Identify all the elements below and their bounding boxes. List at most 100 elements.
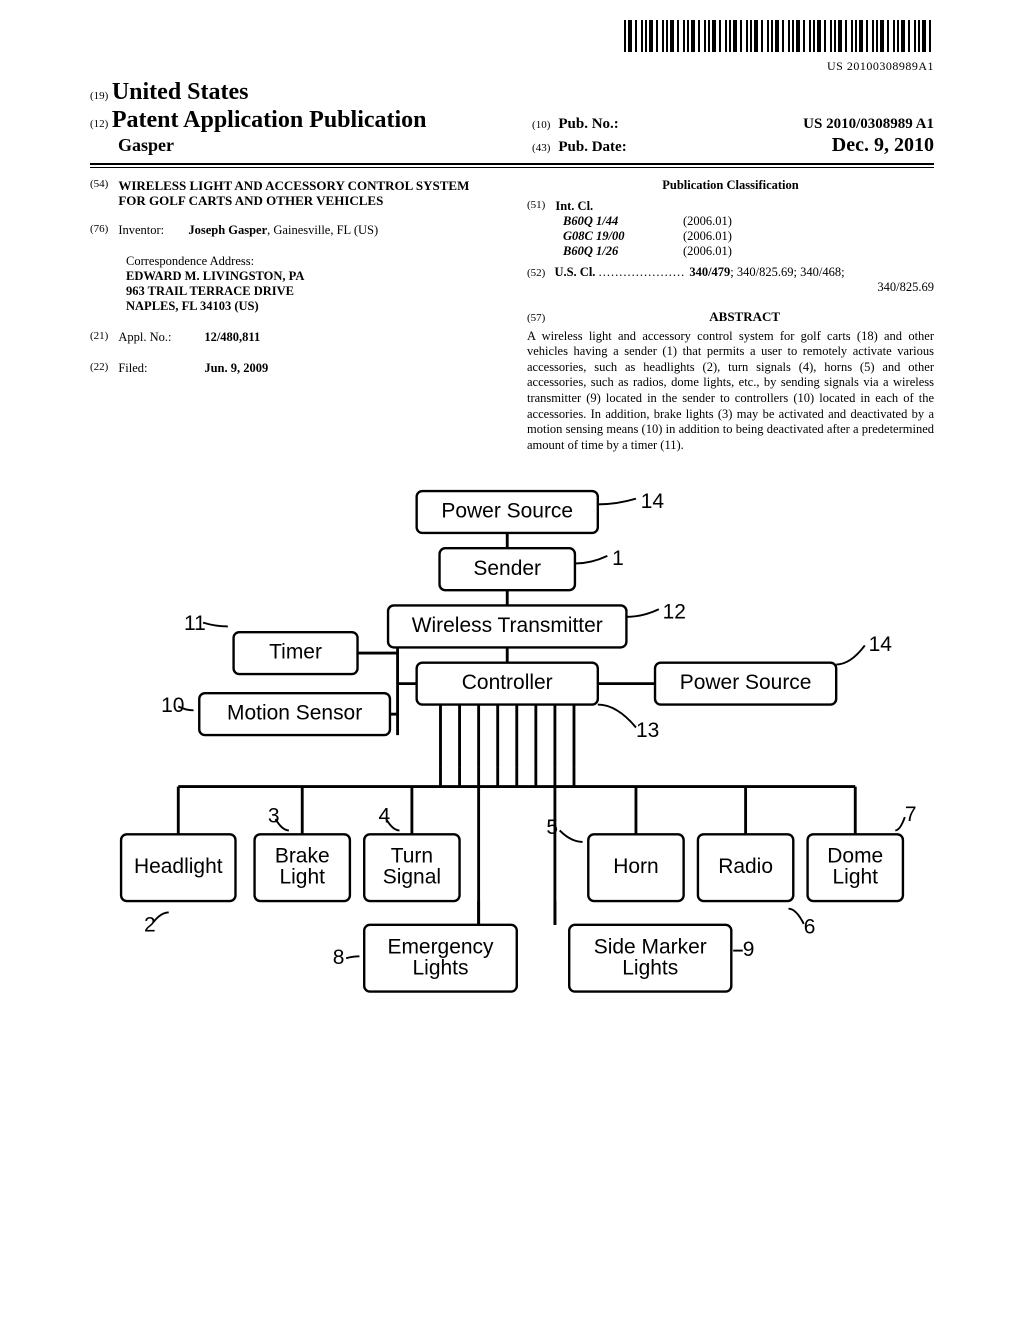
intcl-ver: (2006.01) [683,244,732,259]
pubclass-heading: Publication Classification [527,178,934,193]
field-title: (54) WIRELESS LIGHT AND ACCESSORY CONTRO… [90,178,497,209]
pubdate-row: (43) Pub. Date: Dec. 9, 2010 [532,133,934,157]
pub-type-line: (12) Patent Application Publication [90,106,512,135]
right-column: Publication Classification (51) Int. Cl.… [527,178,934,454]
svg-text:Power Source: Power Source [441,499,573,522]
intcl-ver: (2006.01) [683,229,732,244]
diagram: Power Source Sender Wireless Transmitter Ti… [90,478,934,1038]
svg-text:Motion Sensor: Motion Sensor [227,701,362,724]
svg-text:10: 10 [161,694,184,717]
svg-text:13: 13 [636,718,659,741]
barcode-text: US 20100308989A1 [90,59,934,73]
abstract-heading: ABSTRACT [555,309,934,325]
svg-text:6: 6 [804,915,816,938]
uscl-dots: ..................... [599,265,690,279]
svg-text:Wireless Transmitter: Wireless Transmitter [412,614,603,637]
uscl-label: U.S. Cl. [554,265,595,279]
body-columns: (54) WIRELESS LIGHT AND ACCESSORY CONTRO… [90,178,934,454]
pubdate-prefix: (43) [532,142,550,155]
intcl-item: B60Q 1/26 (2006.01) [563,244,934,259]
pubno-value: US 2010/0308989 A1 [803,115,934,133]
svg-text:Dome: Dome [827,844,883,867]
pub-prefix: (12) [90,118,108,130]
svg-text:5: 5 [546,816,558,839]
barcode-graphic [624,20,934,52]
n76: (76) [90,223,108,238]
n54: (54) [90,178,108,209]
inventor-last: Gasper [118,135,174,155]
uscl-line2: 340/825.69 [527,280,934,295]
n57: (57) [527,312,545,325]
inventor-last-line: Gasper [90,135,512,157]
field-uscl: (52) U.S. Cl. ..................... 340/… [527,265,934,295]
svg-text:14: 14 [641,490,665,513]
pubno-label: Pub. No.: [558,115,618,133]
svg-text:8: 8 [333,945,345,968]
intcl-code: B60Q 1/26 [563,244,653,259]
n51: (51) [527,199,545,214]
abstract-row: (57) ABSTRACT [527,301,934,329]
svg-text:Light: Light [833,865,879,888]
invention-title: WIRELESS LIGHT AND ACCESSORY CONTROL SYS… [118,178,497,209]
n21: (21) [90,330,108,345]
rule-thick [90,163,934,165]
pubdate-label: Pub. Date: [558,138,626,156]
svg-text:Sender: Sender [473,556,541,579]
intcl-code: G08C 19/00 [563,229,653,244]
inventor-label: Inventor: [118,223,178,238]
field-inventor: (76) Inventor: Joseph Gasper, Gainesvill… [90,223,497,238]
inventor-name-bold: Joseph Gasper [188,223,267,237]
svg-text:9: 9 [743,938,755,961]
rule-thin [90,167,934,168]
country-line: (19) United States [90,78,512,107]
corr-label: Correspondence Address: [126,254,497,269]
abstract-text: A wireless light and accessory control s… [527,329,934,454]
inventor-loc: , Gainesville, FL (US) [267,223,378,237]
diagram-svg: Power Source Sender Wireless Transmitter Ti… [102,478,922,1038]
header-left: (19) United States (12) Patent Applicati… [90,78,512,157]
applno-label: Appl. No.: [118,330,194,345]
inventor-value: Joseph Gasper, Gainesville, FL (US) [188,223,378,238]
header: (19) United States (12) Patent Applicati… [90,78,934,157]
corr-line2: 963 TRAIL TERRACE DRIVE [126,284,497,299]
applno-value: 12/480,811 [204,330,260,345]
svg-text:Light: Light [279,865,325,888]
intcl-list: B60Q 1/44 (2006.01) G08C 19/00 (2006.01) B… [563,214,934,259]
svg-text:Power Source: Power Source [680,671,812,694]
field-applno: (21) Appl. No.: 12/480,811 [90,330,497,345]
svg-text:Controller: Controller [462,671,553,694]
svg-text:Radio: Radio [718,855,773,878]
svg-text:Lights: Lights [622,956,678,979]
n22: (22) [90,361,108,376]
n52: (52) [527,267,545,279]
svg-text:Turn: Turn [391,844,433,867]
pubdate-value: Dec. 9, 2010 [832,133,934,157]
svg-text:Emergency: Emergency [387,935,494,958]
uscl-rest: ; 340/825.69; 340/468; [730,265,844,279]
correspondence-block: Correspondence Address: EDWARD M. LIVING… [126,254,497,314]
barcode-block: US 20100308989A1 [90,20,934,74]
country-prefix: (19) [90,90,108,102]
svg-text:Lights: Lights [413,956,469,979]
uscl-lead: 340/479 [689,265,730,279]
svg-text:7: 7 [905,802,917,825]
svg-text:Timer: Timer [269,640,322,663]
svg-text:2: 2 [144,913,156,936]
field-intcl: (51) Int. Cl. [527,199,934,214]
intcl-item: B60Q 1/44 (2006.01) [563,214,934,229]
intcl-item: G08C 19/00 (2006.01) [563,229,934,244]
svg-text:14: 14 [869,633,893,656]
country: United States [112,79,249,105]
svg-text:Brake: Brake [275,844,330,867]
field-filed: (22) Filed: Jun. 9, 2009 [90,361,497,376]
corr-line1: EDWARD M. LIVINGSTON, PA [126,269,497,284]
svg-text:Horn: Horn [613,855,658,878]
left-column: (54) WIRELESS LIGHT AND ACCESSORY CONTRO… [90,178,497,454]
svg-text:12: 12 [663,600,686,623]
svg-text:1: 1 [612,547,624,570]
svg-text:Headlight: Headlight [134,855,223,878]
intcl-code: B60Q 1/44 [563,214,653,229]
intcl-ver: (2006.01) [683,214,732,229]
corr-line3: NAPLES, FL 34103 (US) [126,299,497,314]
intcl-label: Int. Cl. [555,199,593,214]
